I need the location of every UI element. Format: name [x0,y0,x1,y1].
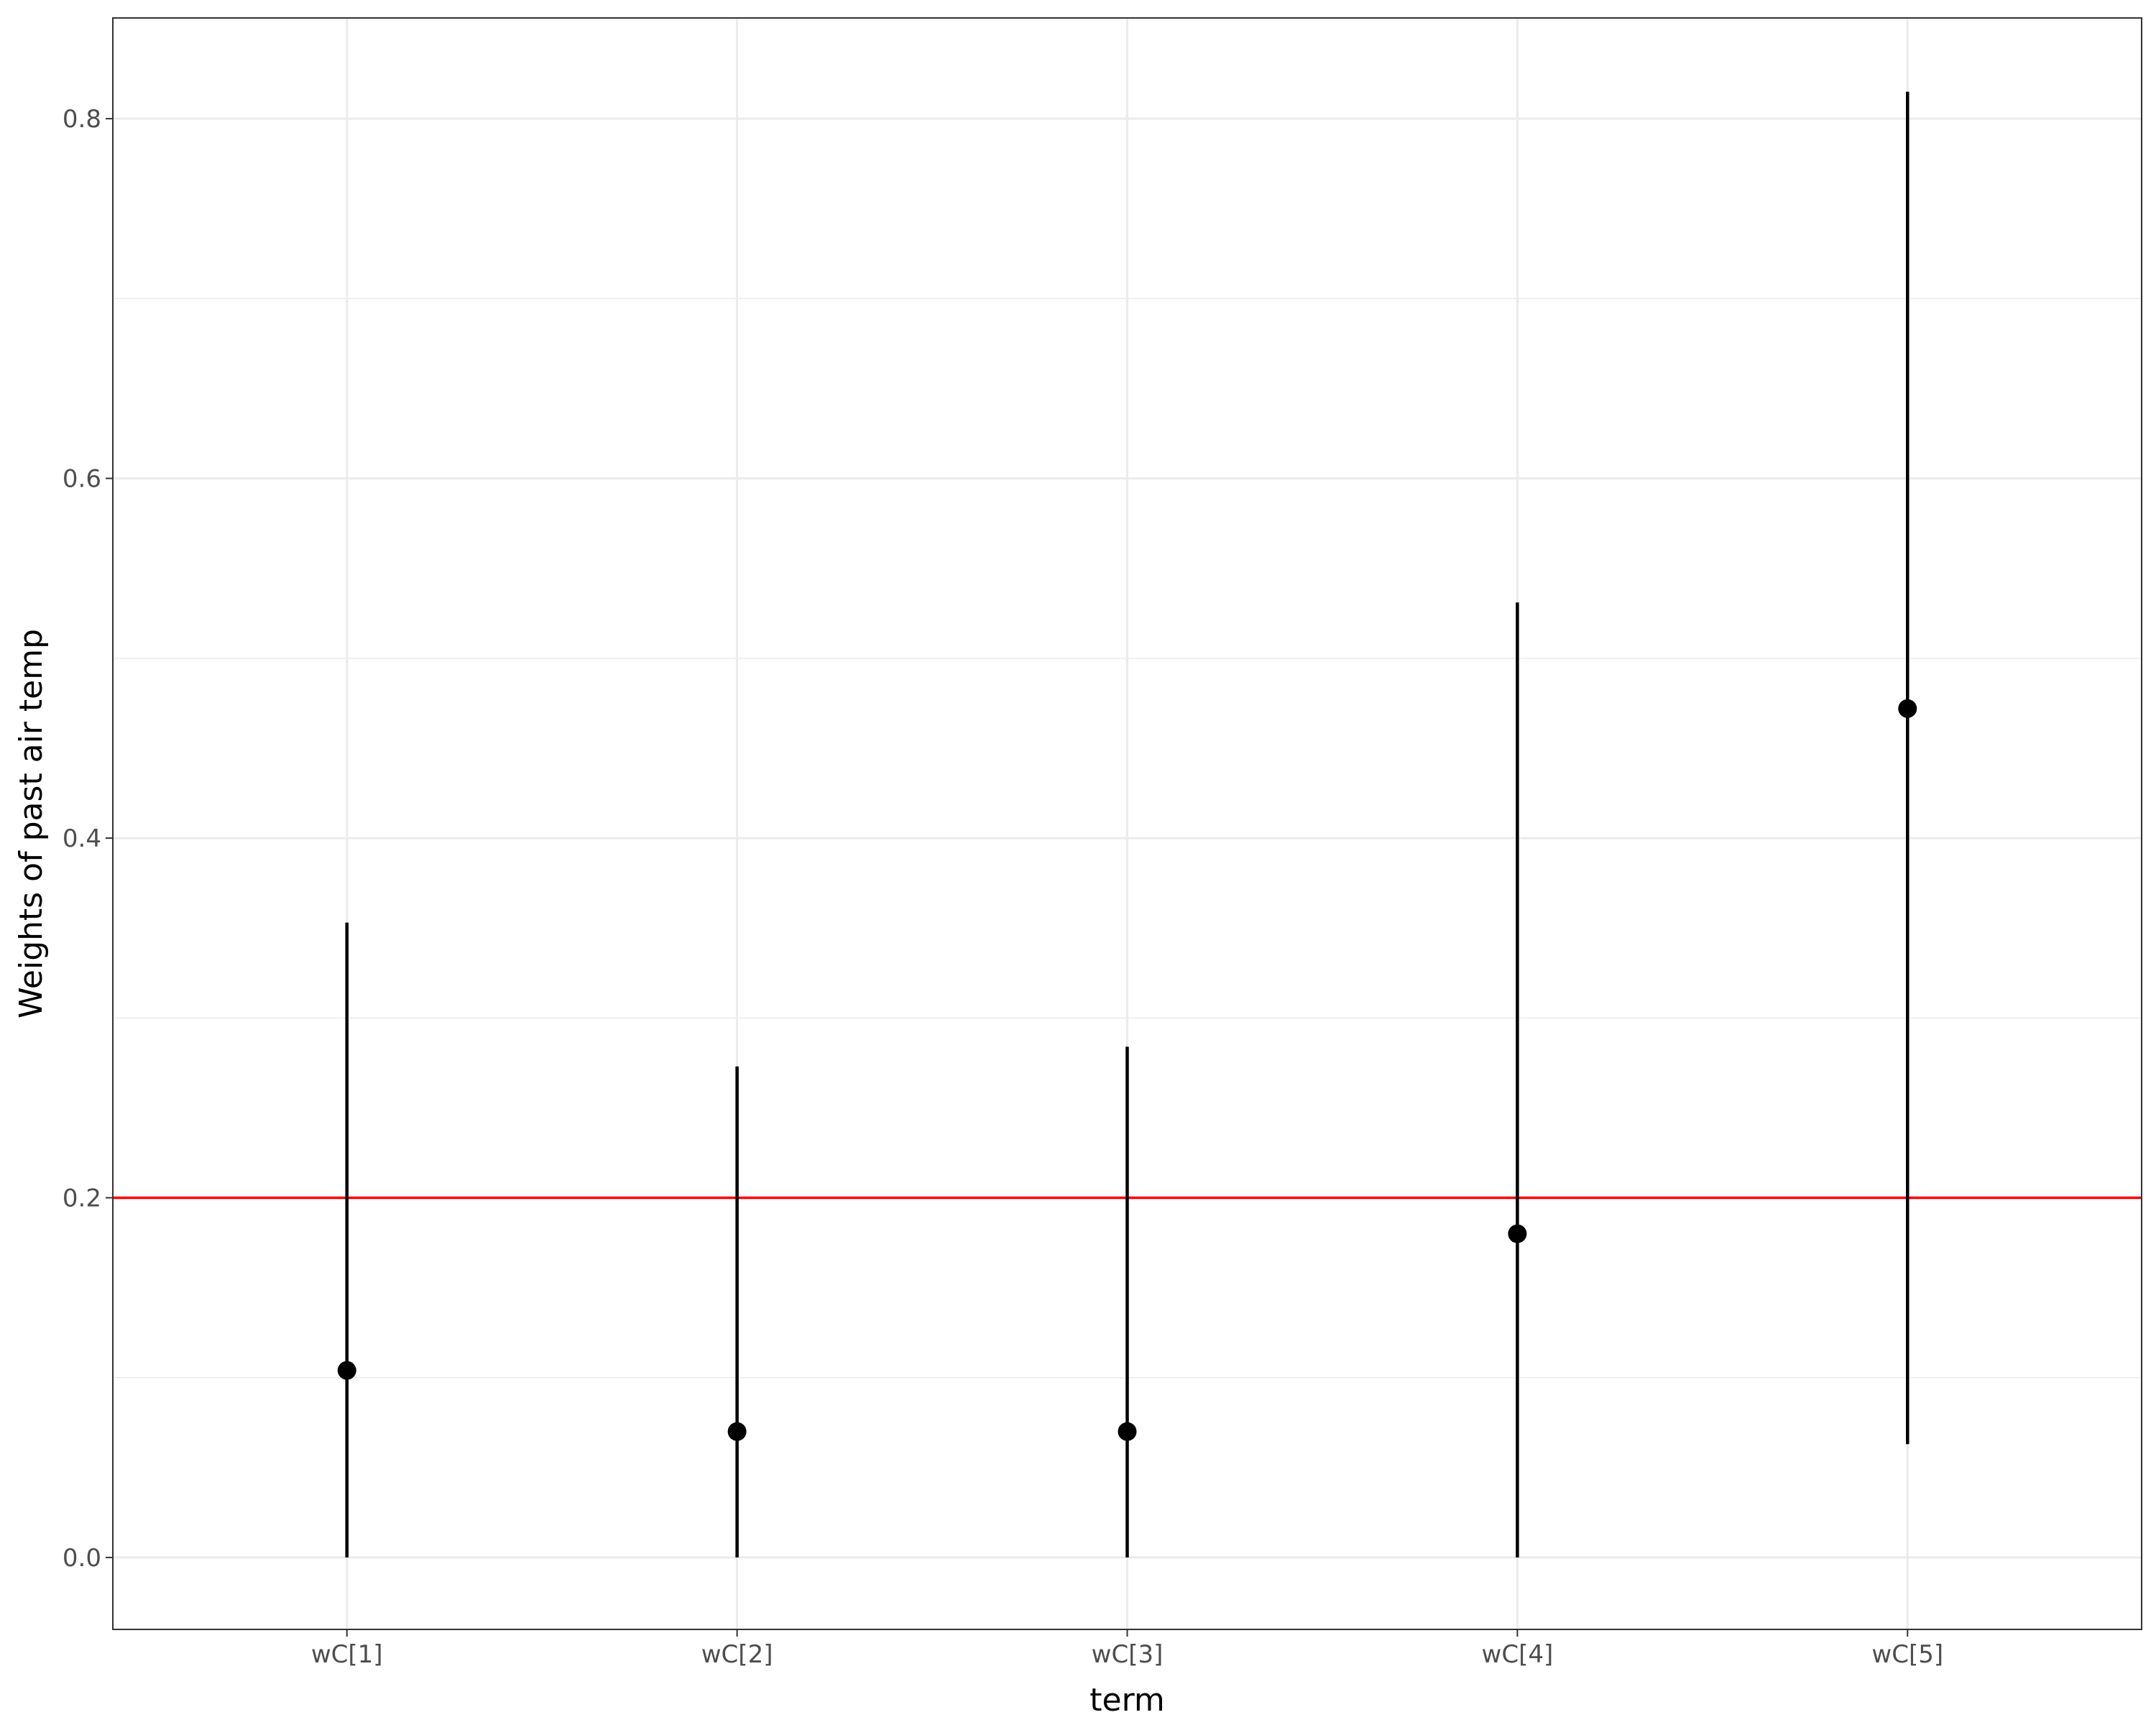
estimate-point [1508,1224,1527,1243]
tick-layer: 0.0 0.2 0.4 0.6 0.8 wC[1] wC[2] wC[3] wC[4] wC[5] [63,105,1943,1669]
y-axis-title: Weights of past air temp [13,629,50,1018]
estimate-point [1898,699,1917,718]
y-tick-label: 0.8 [63,105,101,134]
x-tick-label: wC[2] [701,1640,773,1669]
estimate-point [1118,1422,1137,1441]
estimate-point [727,1422,747,1441]
data-layer [337,91,1917,1558]
y-tick-label: 0.4 [63,824,101,853]
x-tick-label: wC[4] [1482,1640,1554,1669]
estimate-point [337,1361,356,1380]
y-tick-label: 0.6 [63,465,101,494]
y-tick-label: 0.0 [63,1544,101,1573]
x-tick-label: wC[1] [311,1640,383,1669]
x-tick-label: wC[3] [1092,1640,1164,1669]
x-axis-title: term [1089,1682,1165,1719]
y-tick-label: 0.2 [63,1184,101,1213]
x-tick-label: wC[5] [1871,1640,1943,1669]
